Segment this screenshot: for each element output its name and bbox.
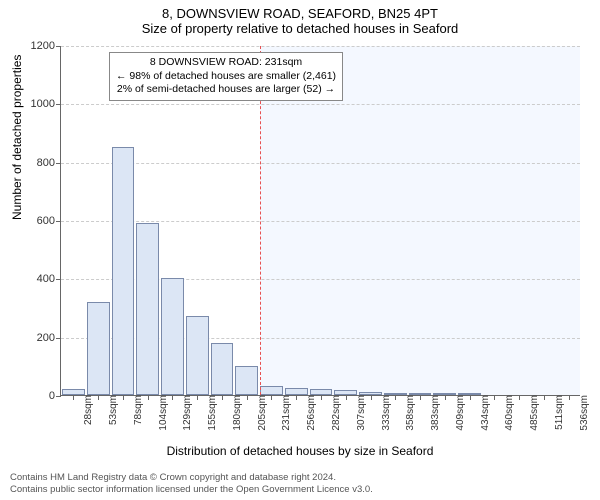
x-tickmark: [247, 395, 248, 400]
x-tickmark: [395, 395, 396, 400]
x-tickmark: [197, 395, 198, 400]
histogram-bar: [285, 388, 308, 395]
grid-line: [61, 46, 580, 47]
x-tickmark: [123, 395, 124, 400]
chart-title-main: 8, DOWNSVIEW ROAD, SEAFORD, BN25 4PT: [0, 0, 600, 21]
grid-line: [61, 104, 580, 105]
histogram-bar: [112, 147, 135, 395]
y-tick-label: 800: [37, 157, 61, 169]
x-tickmark: [271, 395, 272, 400]
x-axis-label: Distribution of detached houses by size …: [0, 444, 600, 458]
x-tick-label: 460sqm: [498, 395, 515, 431]
y-tick-label: 1000: [31, 98, 61, 110]
y-tick-label: 1200: [31, 40, 61, 52]
x-tick-label: 104sqm: [152, 395, 169, 431]
x-tickmark: [172, 395, 173, 400]
annotation-line1: 8 DOWNSVIEW ROAD: 231sqm: [116, 56, 336, 70]
histogram-bar: [211, 343, 234, 396]
x-tickmark: [346, 395, 347, 400]
x-tickmark: [494, 395, 495, 400]
x-tickmark: [73, 395, 74, 400]
histogram-bar: [136, 223, 159, 395]
grid-line: [61, 163, 580, 164]
grid-line: [61, 221, 580, 222]
x-tick-label: 409sqm: [449, 395, 466, 431]
histogram-bar: [186, 316, 209, 395]
histogram-bar: [87, 302, 110, 395]
x-tick-label: 78sqm: [127, 395, 144, 425]
x-tickmark: [420, 395, 421, 400]
histogram-bar: [235, 366, 258, 395]
x-tickmark: [222, 395, 223, 400]
chart-container: 8, DOWNSVIEW ROAD, SEAFORD, BN25 4PT Siz…: [0, 0, 600, 500]
annotation-line3: 2% of semi-detached houses are larger (5…: [116, 83, 336, 97]
x-tick-label: 231sqm: [275, 395, 292, 431]
y-tick-label: 200: [37, 332, 61, 344]
y-tick-label: 400: [37, 273, 61, 285]
x-tickmark: [470, 395, 471, 400]
x-tick-label: 358sqm: [399, 395, 416, 431]
x-tick-label: 256sqm: [300, 395, 317, 431]
x-tick-label: 536sqm: [573, 395, 590, 431]
x-tick-label: 180sqm: [226, 395, 243, 431]
footer: Contains HM Land Registry data © Crown c…: [10, 472, 590, 496]
x-tick-label: 129sqm: [176, 395, 193, 431]
x-tickmark: [296, 395, 297, 400]
x-tick-label: 205sqm: [251, 395, 268, 431]
x-tick-label: 282sqm: [325, 395, 342, 431]
x-tickmark: [148, 395, 149, 400]
footer-line2: Contains public sector information licen…: [10, 484, 590, 496]
footer-line1: Contains HM Land Registry data © Crown c…: [10, 472, 590, 484]
x-tickmark: [569, 395, 570, 400]
x-tickmark: [519, 395, 520, 400]
chart-title-sub: Size of property relative to detached ho…: [0, 21, 600, 40]
histogram-bar: [260, 386, 283, 395]
x-tick-label: 155sqm: [201, 395, 218, 431]
x-tickmark: [321, 395, 322, 400]
histogram-bar: [161, 278, 184, 395]
annotation-box: 8 DOWNSVIEW ROAD: 231sqm ← 98% of detach…: [109, 52, 343, 101]
x-tick-label: 333sqm: [375, 395, 392, 431]
y-tick-label: 600: [37, 215, 61, 227]
x-tick-label: 383sqm: [424, 395, 441, 431]
x-tick-label: 53sqm: [102, 395, 119, 425]
x-tickmark: [544, 395, 545, 400]
x-tick-label: 485sqm: [523, 395, 540, 431]
y-axis-label: Number of detached properties: [10, 55, 24, 220]
x-tickmark: [98, 395, 99, 400]
x-tick-label: 511sqm: [548, 395, 565, 430]
x-tick-label: 28sqm: [77, 395, 94, 425]
annotation-line2: ← 98% of detached houses are smaller (2,…: [116, 70, 336, 84]
x-tick-label: 307sqm: [350, 395, 367, 431]
x-tick-label: 434sqm: [474, 395, 491, 431]
x-tickmark: [445, 395, 446, 400]
y-tick-label: 0: [49, 390, 61, 402]
x-tickmark: [371, 395, 372, 400]
plot-area: 02004006008001000120028sqm53sqm78sqm104s…: [60, 46, 580, 396]
